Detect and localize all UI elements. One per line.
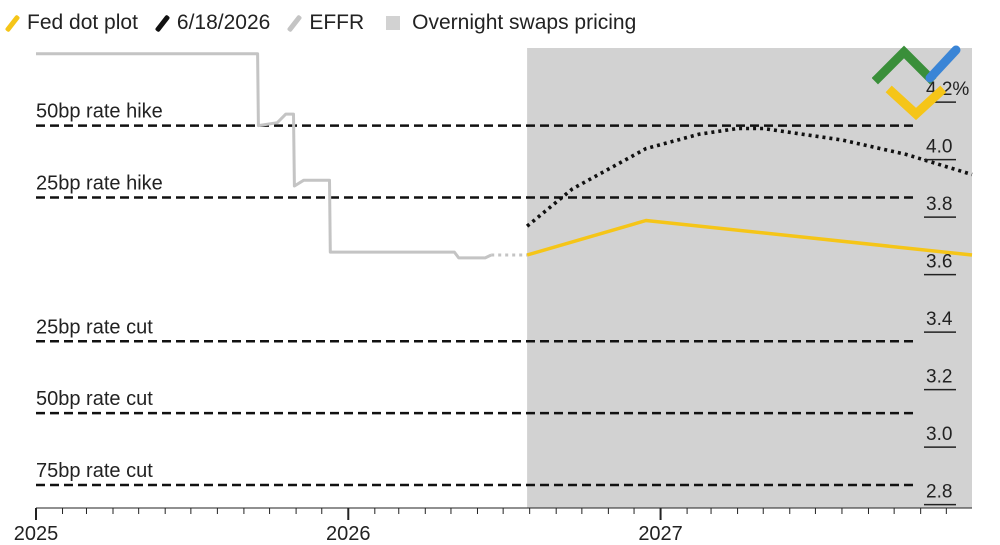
reference-line-label: 50bp rate cut xyxy=(36,388,153,410)
series-line-3 xyxy=(526,218,973,257)
x-tick-label: 2027 xyxy=(638,523,683,545)
series-line-1 xyxy=(36,52,492,260)
legend-label: 6/18/2026 xyxy=(176,11,271,34)
y-tick-label: 3.4 xyxy=(926,309,953,330)
y-tick-label: 3.6 xyxy=(926,252,952,273)
reference-line-label: 25bp rate cut xyxy=(36,316,153,338)
reference-line-label: 75bp rate cut xyxy=(36,460,153,482)
chart-legend: Fed dot plot 6/18/2026 EFFR Overnight swaps… xyxy=(4,8,658,38)
x-tick-label: 2026 xyxy=(326,523,371,545)
legend-label: Overnight swaps pricing xyxy=(412,11,637,34)
y-tick-label: 4.0 xyxy=(926,137,952,158)
legend-label: Fed dot plot xyxy=(27,11,138,34)
x-tick-label: 2025 xyxy=(14,523,59,545)
legend-item: EFFR xyxy=(287,11,365,35)
reference-line-label: 50bp rate hike xyxy=(36,101,163,123)
y-tick-label: 3.2 xyxy=(926,367,952,388)
y-tick-label: 3.0 xyxy=(926,424,952,445)
brand-logo-icon xyxy=(872,45,961,121)
legend-item: 6/18/2026 xyxy=(154,11,271,35)
reference-line-label: 25bp rate hike xyxy=(36,173,163,195)
legend-label: EFFR xyxy=(309,11,365,34)
series-line-4 xyxy=(525,126,973,228)
y-tick-label: 2.8 xyxy=(926,482,952,503)
legend-item: Fed dot plot xyxy=(4,11,138,35)
y-tick-label: 3.8 xyxy=(926,194,952,215)
legend-item: Overnight swaps pricing xyxy=(386,11,636,35)
legend-swatch xyxy=(386,16,401,30)
